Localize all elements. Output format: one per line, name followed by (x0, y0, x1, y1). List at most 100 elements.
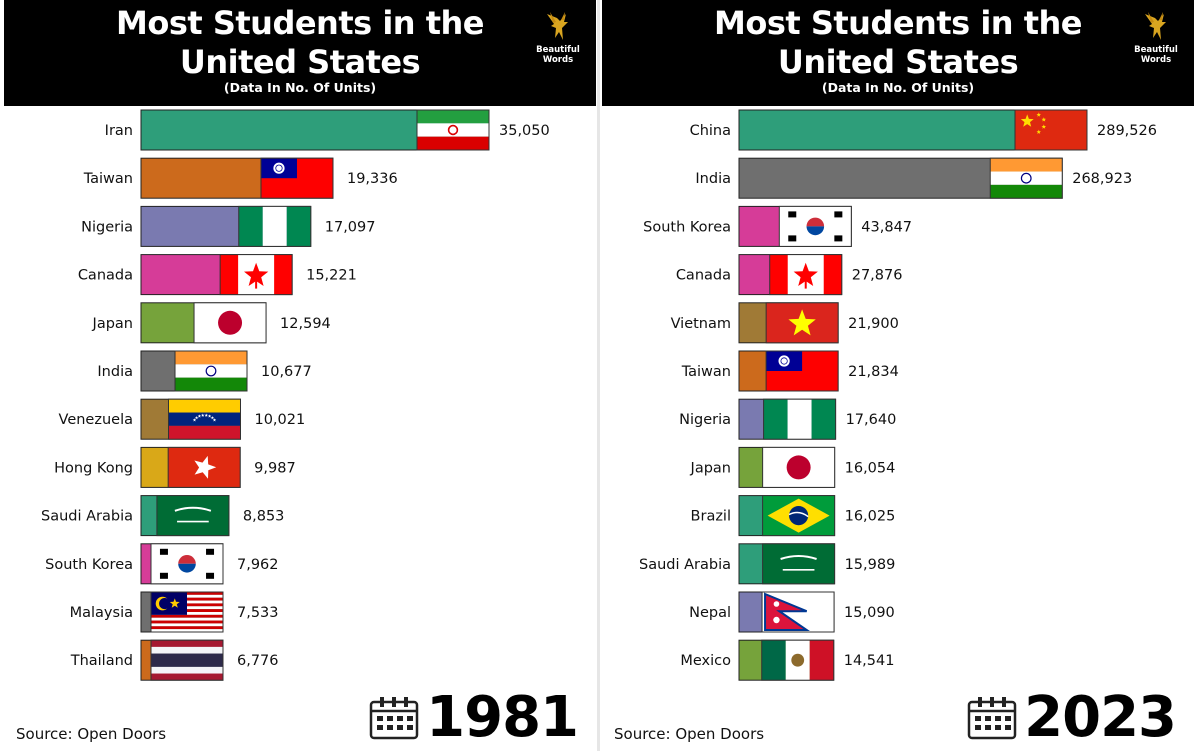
bar-row: China 289,526 (690, 109, 1157, 151)
category-label: Saudi Arabia (41, 509, 133, 525)
japan-flag-icon (762, 446, 836, 488)
bar-row: Taiwan 19,336 (83, 157, 398, 199)
bar-row: Hong Kong 9,987 (54, 446, 296, 488)
taiwan-flag-icon (765, 350, 839, 392)
category-label: Iran (105, 123, 133, 139)
brand-name: Beautiful Words (530, 45, 586, 65)
value-label: 268,923 (1072, 171, 1132, 187)
chart-panel-1981: Most Students in the United States (Data … (4, 0, 596, 751)
value-label: 8,853 (243, 509, 285, 525)
bar-row: Venezuela 10,021 (59, 398, 305, 440)
brand-logo: Beautiful Words (530, 10, 586, 68)
category-label: Venezuela (59, 412, 133, 428)
vietnam-flag-icon (765, 302, 839, 344)
chart-subtitle: (Data In No. Of Units) (821, 80, 975, 95)
bar-chart-2023: China 289,526 India 268,923 South Korea 43,84… (639, 109, 1157, 681)
source-note: Source: Open Doors (614, 725, 765, 743)
pegasus-icon (547, 12, 568, 40)
bar-row: Canada 27,876 (676, 254, 903, 296)
bar-row: Saudi Arabia 8,853 (41, 495, 285, 537)
value-label: 43,847 (861, 219, 912, 235)
value-label: 16,025 (845, 509, 896, 525)
chart-title-line-2: United States (777, 43, 1019, 81)
hong-kong-flag-icon (167, 446, 241, 488)
value-label: 17,097 (325, 219, 376, 235)
bar-row: South Korea 7,962 (45, 543, 279, 585)
nepal-flag-icon (761, 591, 835, 633)
bar-row: Vietnam 21,900 (671, 302, 899, 344)
value-label: 16,054 (845, 460, 896, 476)
category-label: South Korea (45, 557, 133, 573)
value-label: 15,221 (306, 268, 357, 284)
category-label: Taiwan (681, 364, 731, 380)
brand-line-2: Words (1140, 55, 1172, 65)
category-label: Canada (676, 268, 731, 284)
value-label: 21,900 (848, 316, 899, 332)
pegasus-icon (1145, 12, 1166, 40)
category-label: South Korea (643, 219, 731, 235)
bar-row: Canada 15,221 (78, 254, 357, 296)
bar-row: Saudi Arabia 15,989 (639, 543, 896, 585)
chart-title-text: Most Students in the United States (116, 4, 484, 81)
bar-chart-1981: Iran 35,050 Taiwan 19,336 Nigeria 17,097 Canad… (41, 109, 550, 681)
value-label: 10,677 (261, 364, 312, 380)
value-label: 15,090 (844, 605, 895, 621)
bar-row: Iran 35,050 (105, 109, 550, 151)
category-label: Nigeria (679, 412, 731, 428)
brazil-flag-icon (762, 495, 836, 537)
bar-row: Japan 12,594 (92, 302, 331, 344)
bar-row: South Korea 43,847 (643, 205, 912, 247)
value-label: 21,834 (848, 364, 899, 380)
value-label: 19,336 (347, 171, 398, 187)
chart-panel-2023: Most Students in the United States (Data … (602, 0, 1194, 751)
value-label: 9,987 (254, 460, 296, 476)
value-label: 6,776 (237, 653, 279, 669)
saudi-arabia-flag-icon (156, 495, 230, 537)
category-label: Brazil (691, 509, 731, 525)
value-label: 14,541 (844, 653, 895, 669)
chart-header: Most Students in the United States (Data … (602, 0, 1194, 106)
canada-flag-icon (769, 254, 843, 296)
chart-title-line-1: Most Students in the (714, 4, 1082, 42)
bar-row: Malaysia 7,533 (70, 591, 279, 633)
bar-row: Thailand 6,776 (70, 639, 279, 681)
category-label: Nepal (689, 605, 731, 621)
category-label: China (690, 123, 731, 139)
venezuela-flag-icon (167, 398, 241, 440)
category-label: India (97, 364, 133, 380)
value-label: 17,640 (846, 412, 897, 428)
thailand-flag-icon (150, 639, 224, 681)
chart-title-text: Most Students in the United States (714, 4, 1082, 81)
category-label: India (695, 171, 731, 187)
canada-flag-icon (219, 254, 293, 296)
calendar-icon (967, 697, 1017, 740)
nigeria-flag-icon (238, 205, 312, 247)
category-label: Japan (92, 316, 133, 332)
category-label: Nigeria (81, 219, 133, 235)
brand-line-2: Words (542, 55, 574, 65)
bar-row: Nepal 15,090 (689, 591, 895, 633)
panel-divider (597, 0, 600, 751)
chart-title: Most Students in the United States (602, 4, 1194, 82)
bar-row: Nigeria 17,640 (679, 398, 897, 440)
mexico-flag-icon (761, 639, 835, 681)
brand-name: Beautiful Words (1128, 45, 1184, 65)
iran-flag-icon (416, 109, 490, 151)
bar-row: Nigeria 17,097 (81, 205, 376, 247)
bar-row: India 268,923 (695, 157, 1132, 199)
source-note: Source: Open Doors (16, 725, 167, 743)
category-label: Japan (690, 460, 731, 476)
chart-subtitle: (Data In No. Of Units) (223, 80, 377, 95)
value-label: 12,594 (280, 316, 331, 332)
bar-row: Japan 16,054 (690, 446, 896, 488)
category-label: Malaysia (70, 605, 133, 621)
taiwan-flag-icon (260, 157, 334, 199)
chart-title-line-2: United States (179, 43, 421, 81)
bar-row: Mexico 14,541 (680, 639, 895, 681)
category-label: Thailand (70, 653, 133, 669)
value-label: 27,876 (852, 268, 903, 284)
nigeria-flag-icon (763, 398, 837, 440)
category-label: Hong Kong (54, 460, 133, 476)
value-label: 15,989 (845, 557, 896, 573)
bar-row: Taiwan 21,834 (681, 350, 899, 392)
